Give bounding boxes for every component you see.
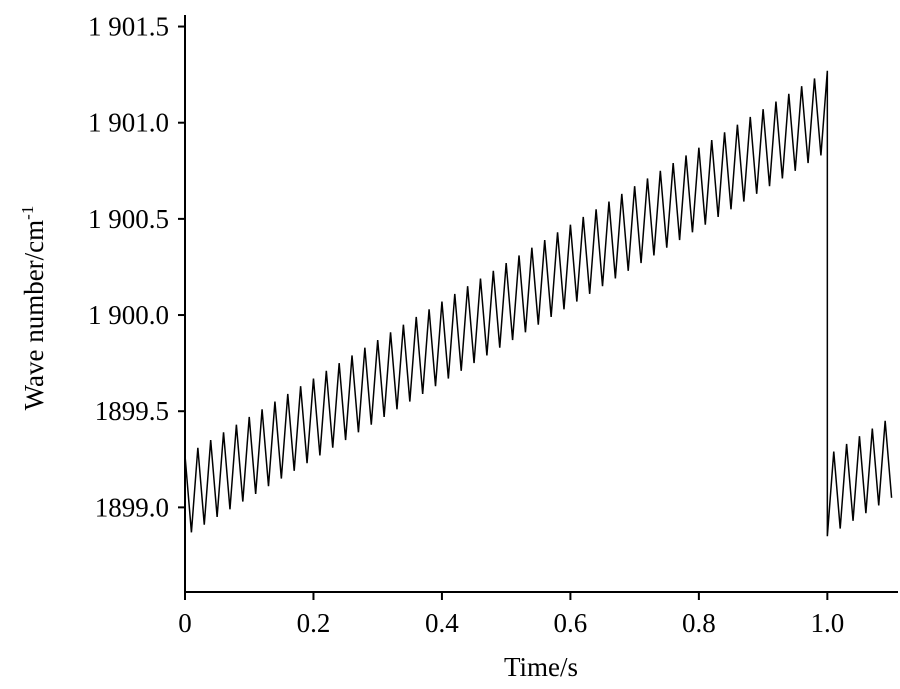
x-tick-label: 0 (178, 608, 192, 638)
x-tick-label: 0.6 (554, 608, 588, 638)
y-axis-label-text: Wave number/cm (19, 220, 49, 411)
y-axis-label-sup: -1 (18, 206, 37, 220)
data-line (184, 70, 893, 537)
y-tick-label: 1899.0 (95, 492, 169, 522)
x-tick-label: 0.8 (682, 608, 716, 638)
y-tick-label: 1 900.5 (88, 204, 169, 234)
x-tick-label: 1.0 (810, 608, 844, 638)
y-tick-label: 1 901.5 (88, 12, 169, 42)
y-tick-label: 1899.5 (95, 396, 169, 426)
x-axis-label: Time/s (504, 652, 578, 682)
x-tick-label: 0.4 (425, 608, 459, 638)
y-axis-label: Wave number/cm-1 (18, 206, 49, 411)
y-tick-label: 1 900.0 (88, 300, 169, 330)
x-tick-label: 0.2 (297, 608, 331, 638)
y-tick-label: 1 901.0 (88, 108, 169, 138)
